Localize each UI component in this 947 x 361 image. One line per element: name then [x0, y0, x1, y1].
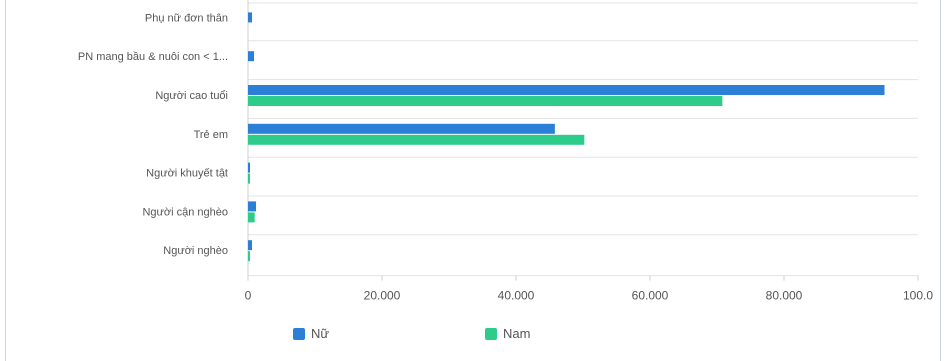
- bar-nam: [248, 134, 585, 145]
- x-tick-label: 60.000: [632, 289, 669, 303]
- legend-label-nu: Nữ: [311, 326, 330, 341]
- bar-nam: [248, 251, 251, 262]
- bar-nam: [248, 173, 250, 184]
- legend-swatch-nu: [293, 327, 305, 340]
- x-tick-label: 0: [245, 289, 252, 303]
- category-label: PN mang bầu & nuôi con < 1...: [78, 51, 228, 63]
- legend-swatch-nam: [485, 327, 497, 340]
- category-label: Người cao tuổi: [155, 90, 228, 102]
- x-axis-ticks: 0 20.000 40.000 60.000 80.000 100.0: [245, 275, 933, 303]
- bar-nu: [248, 240, 253, 251]
- frame-left-border: [5, 0, 6, 361]
- category-label: Người khuyết tật: [146, 168, 228, 180]
- bars: [248, 12, 885, 262]
- bar-nam: [248, 96, 723, 106]
- category-labels: Phụ nữ đơn thân PN mang bầu & nuôi con < …: [78, 12, 228, 257]
- bar-chart: Phụ nữ đơn thân PN mang bầu & nuôi con < …: [78, 0, 933, 303]
- bar-nu: [248, 51, 255, 62]
- x-tick-label: 40.000: [498, 289, 535, 303]
- legend-label-nam: Nam: [503, 326, 531, 341]
- x-tick-label: 20.000: [364, 289, 401, 303]
- legend-item-nam[interactable]: Nam: [485, 326, 530, 341]
- bar-nu: [248, 85, 885, 95]
- category-label: Trẻ em: [194, 129, 228, 141]
- legend-item-nu[interactable]: Nữ: [293, 326, 329, 341]
- bar-nu: [248, 12, 253, 23]
- category-label: Người nghèo: [163, 245, 228, 257]
- x-tick-label: 80.000: [766, 289, 803, 303]
- x-tick-label: 100.0: [903, 289, 933, 303]
- bar-nu: [248, 201, 257, 212]
- bar-nam: [248, 212, 255, 223]
- category-label: Người cận nghèo: [142, 206, 228, 218]
- bar-nu: [248, 162, 250, 173]
- frame-right-border: [940, 0, 941, 361]
- grid-layer: [247, 0, 918, 277]
- category-label: Phụ nữ đơn thân: [145, 12, 228, 24]
- bar-nu: [248, 123, 555, 134]
